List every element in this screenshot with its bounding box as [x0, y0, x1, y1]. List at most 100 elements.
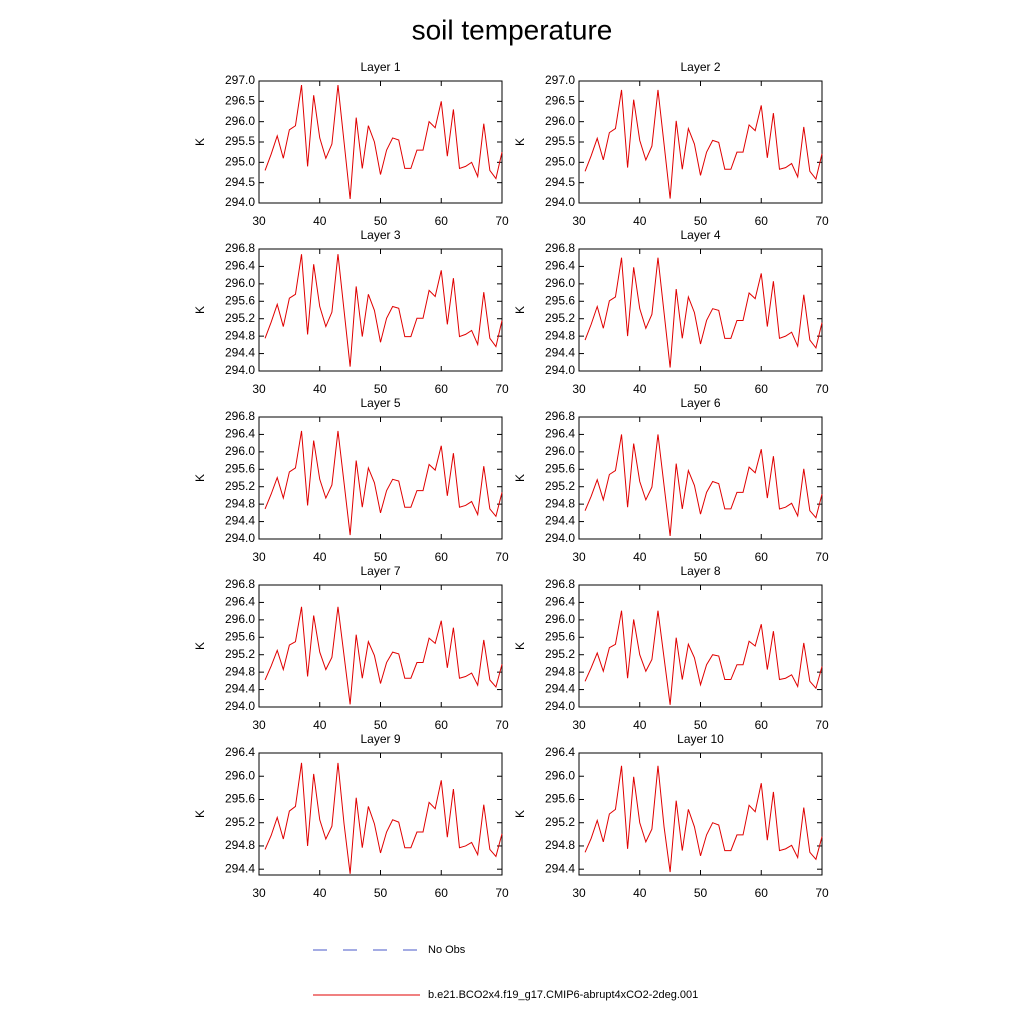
y-tick-label: 294.0 — [225, 699, 255, 713]
y-tick-label: 294.4 — [545, 514, 575, 528]
y-tick-label: 294.4 — [225, 861, 255, 875]
y-tick-label: 296.0 — [225, 768, 255, 782]
plot-frame — [258, 584, 503, 708]
x-tick-label: 50 — [694, 382, 708, 396]
y-tick-label: 296.4 — [225, 745, 255, 759]
plot-frame — [578, 416, 823, 540]
y-tick-label: 294.8 — [545, 328, 575, 342]
plot-frame — [258, 416, 503, 540]
x-tick-label: 70 — [815, 550, 829, 564]
y-tick-label: 296.4 — [545, 427, 575, 441]
y-axis-label: K — [193, 138, 207, 146]
plot-frame — [258, 80, 503, 204]
x-tick-label: 60 — [435, 550, 449, 564]
x-tick-label: 30 — [572, 382, 586, 396]
y-tick-label: 294.0 — [225, 531, 255, 545]
panel-title: Layer 3 — [360, 228, 400, 242]
x-tick-label: 40 — [633, 886, 647, 900]
legend-label: No Obs — [428, 944, 466, 956]
x-tick-label: 30 — [572, 886, 586, 900]
y-tick-label: 296.0 — [545, 114, 575, 128]
x-tick-label: 30 — [572, 718, 586, 732]
x-tick-label: 60 — [755, 382, 769, 396]
y-tick-label: 294.0 — [225, 195, 255, 209]
y-axis-label: K — [513, 642, 527, 650]
data-line — [264, 84, 503, 199]
y-tick-label: 294.8 — [545, 838, 575, 852]
x-tick-label: 60 — [435, 382, 449, 396]
y-tick-label: 296.4 — [225, 427, 255, 441]
x-tick-label: 60 — [755, 886, 769, 900]
y-tick-label: 296.4 — [225, 259, 255, 273]
panel-title: Layer 9 — [360, 732, 400, 746]
x-tick-label: 50 — [374, 382, 388, 396]
y-axis-label: K — [513, 306, 527, 314]
x-tick-label: 30 — [252, 886, 266, 900]
y-tick-label: 296.5 — [545, 94, 575, 108]
panel-title: Layer 2 — [680, 60, 720, 74]
x-tick-label: 70 — [495, 886, 509, 900]
y-tick-label: 294.0 — [545, 363, 575, 377]
y-tick-label: 297.0 — [225, 73, 255, 87]
x-tick-label: 30 — [252, 382, 266, 396]
data-line — [584, 610, 823, 705]
y-tick-label: 296.0 — [545, 612, 575, 626]
y-tick-label: 294.0 — [545, 531, 575, 545]
y-tick-label: 294.0 — [545, 699, 575, 713]
x-tick-label: 60 — [755, 718, 769, 732]
plot-frame — [258, 248, 503, 372]
x-tick-label: 40 — [313, 214, 327, 228]
panel-title: Layer 7 — [360, 564, 400, 578]
y-tick-label: 295.6 — [545, 792, 575, 806]
y-tick-label: 295.6 — [545, 461, 575, 475]
x-tick-label: 40 — [313, 382, 327, 396]
x-tick-label: 50 — [694, 886, 708, 900]
y-tick-label: 294.0 — [545, 195, 575, 209]
x-tick-label: 60 — [755, 550, 769, 564]
plot-frame — [258, 752, 503, 876]
x-tick-label: 60 — [435, 886, 449, 900]
y-axis-label: K — [513, 810, 527, 818]
y-tick-label: 295.6 — [545, 629, 575, 643]
panel-title: Layer 5 — [360, 396, 400, 410]
y-axis-label: K — [513, 474, 527, 482]
data-line — [264, 254, 503, 367]
x-tick-label: 60 — [435, 718, 449, 732]
y-tick-label: 296.0 — [225, 276, 255, 290]
y-tick-label: 294.8 — [225, 838, 255, 852]
x-tick-label: 50 — [694, 550, 708, 564]
panel-title: Layer 1 — [360, 60, 400, 74]
x-tick-label: 70 — [495, 550, 509, 564]
y-tick-label: 294.8 — [225, 664, 255, 678]
x-tick-label: 40 — [633, 214, 647, 228]
data-line — [584, 257, 823, 368]
y-tick-label: 295.2 — [545, 815, 575, 829]
y-axis-label: K — [193, 306, 207, 314]
x-tick-label: 70 — [815, 214, 829, 228]
y-tick-label: 294.4 — [225, 514, 255, 528]
plot-frame — [578, 752, 823, 876]
data-line — [264, 430, 503, 536]
y-tick-label: 295.0 — [225, 155, 255, 169]
y-tick-label: 296.4 — [225, 595, 255, 609]
y-tick-label: 295.2 — [225, 311, 255, 325]
x-tick-label: 50 — [374, 550, 388, 564]
y-tick-label: 296.0 — [225, 444, 255, 458]
y-tick-label: 296.0 — [225, 114, 255, 128]
y-tick-label: 294.4 — [545, 861, 575, 875]
y-tick-label: 296.8 — [545, 577, 575, 591]
y-tick-label: 294.5 — [545, 175, 575, 189]
y-tick-label: 296.0 — [545, 768, 575, 782]
y-tick-label: 295.2 — [545, 479, 575, 493]
data-line — [264, 606, 503, 705]
y-tick-label: 295.6 — [225, 792, 255, 806]
y-tick-label: 295.6 — [225, 293, 255, 307]
data-line — [584, 89, 823, 199]
y-tick-label: 294.4 — [225, 346, 255, 360]
x-tick-label: 30 — [572, 550, 586, 564]
plot-frame — [578, 80, 823, 204]
x-tick-label: 40 — [313, 550, 327, 564]
x-tick-label: 50 — [374, 214, 388, 228]
x-tick-label: 60 — [435, 214, 449, 228]
